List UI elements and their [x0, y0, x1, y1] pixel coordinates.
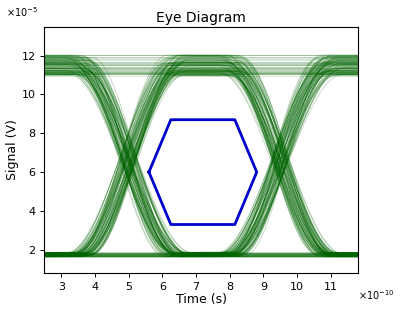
Text: $\times10^{-10}$: $\times10^{-10}$	[358, 288, 394, 302]
Y-axis label: Signal (V): Signal (V)	[6, 119, 18, 180]
Text: $\times10^{-5}$: $\times10^{-5}$	[6, 5, 38, 19]
X-axis label: Time (s): Time (s)	[176, 294, 227, 306]
Title: Eye Diagram: Eye Diagram	[156, 12, 246, 25]
